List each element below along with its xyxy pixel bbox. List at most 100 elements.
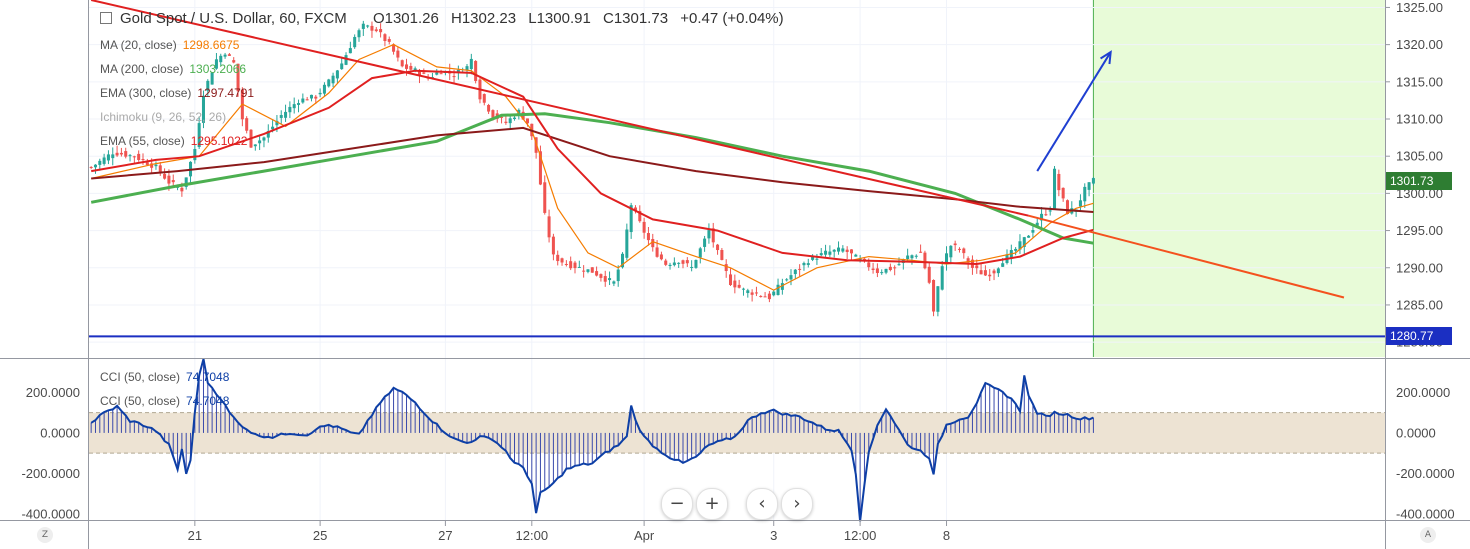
candle-body [1040,213,1044,221]
auto-scale-button[interactable]: A [1420,527,1436,543]
candle-body [867,262,871,268]
legend-value: 1297.4791 [197,86,255,100]
candle-body [180,187,184,192]
projection-trendline [1028,214,1345,299]
candle-body [560,258,564,263]
legend-value: 1295.1022 [190,134,248,148]
candle-body [962,248,966,254]
candle-body [849,249,853,254]
ohlc-close: C1301.73 [602,10,669,27]
candle-body [474,61,478,81]
candle-body [119,152,123,155]
candle-body [1061,187,1065,199]
legend-ma20[interactable]: MA (20, close) 1298.6675 [100,38,239,52]
candle-body [482,94,486,103]
legend-label: MA (20, close) [100,38,177,52]
candle-body [115,152,119,156]
price-tick-label: 1320.00 [1396,37,1443,52]
candle-body [741,288,745,290]
candle-body [141,159,145,161]
candle-body [737,284,741,288]
candle-body [435,72,439,75]
legend-ichimoku[interactable]: Ichimoku (9, 26, 52, 26) [100,110,226,124]
candle-body [214,59,218,69]
candle-body [275,120,279,126]
candle-body [819,253,823,256]
price-tick-label: 1300.00 [1396,186,1443,201]
legend-label: MA (200, close) [100,62,184,76]
price-tick-label: 1290.00 [1396,260,1443,275]
candle-body [253,144,257,147]
series-line [91,69,1094,266]
candle-body [1083,186,1087,202]
candle-body [301,98,305,103]
candle-body [357,30,361,38]
legend-cci-1[interactable]: CCI (50, close) 74.7048 [100,370,229,384]
candle-body [400,60,404,67]
ohlc-open: O1301.26 [372,10,439,27]
candle-body [880,272,884,274]
time-tick-label: Apr [634,528,655,543]
candle-body [236,63,240,92]
candle-body [245,118,249,131]
candle-body [694,259,698,268]
candle-body [111,154,115,159]
last-price-tag: 1301.73 [1386,171,1452,190]
candle-body [305,99,309,101]
candle-body [309,94,313,99]
candle-body [884,268,888,273]
candle-body [979,270,983,275]
candle-body [210,72,214,85]
candle-body [651,239,655,248]
candle-body [837,247,841,252]
candle-body [659,254,663,260]
candle-body [1031,230,1035,233]
candle-body [975,265,979,269]
price-tick-label: 1310.00 [1396,112,1443,127]
square-icon[interactable] [100,12,112,24]
cci-tick-label-right: -400.0000 [1396,506,1455,521]
candle-body [629,205,633,233]
legend-ema55[interactable]: EMA (55, close) 1295.1022 [100,134,247,148]
scroll-right-button[interactable]: › [781,488,813,520]
candle-body [279,115,283,118]
candle-body [513,117,517,120]
candle-body [949,245,953,258]
candle-body [374,29,378,32]
legend-ema300[interactable]: EMA (300, close) 1297.4791 [100,86,254,100]
candle-body [1044,214,1048,216]
candle-body [729,274,733,286]
zoom-mode-button[interactable]: Z [37,527,53,543]
candle-body [538,151,542,185]
candle-body [556,254,560,262]
price-tick-label: 1285.00 [1396,297,1443,312]
candle-body [452,76,456,78]
candle-body [763,296,767,298]
candle-body [102,157,106,164]
series-line [90,112,1094,245]
candle-body [754,292,758,294]
zoom-out-button[interactable]: − [661,488,693,520]
candle-body [331,75,335,84]
candle-body [664,260,668,265]
candle-body [776,284,780,296]
zoom-in-button[interactable]: + [696,488,728,520]
cci-line [90,358,1094,522]
target-arrow [1036,51,1112,172]
scroll-left-button[interactable]: ‹ [746,488,778,520]
candle-body [508,118,512,124]
candle-body [422,72,426,74]
legend-cci-2[interactable]: CCI (50, close) 74.7048 [100,394,229,408]
candle-body [789,275,793,280]
candle-body [841,248,845,252]
legend-value: 1303.2066 [189,62,247,76]
legend-ma200[interactable]: MA (200, close) 1303.2066 [100,62,246,76]
candle-body [543,182,547,213]
candle-body [733,280,737,288]
candle-body [612,281,616,284]
candle-body [772,291,776,296]
candle-body [525,118,529,124]
candle-body [953,243,957,246]
candle-body [720,249,724,260]
